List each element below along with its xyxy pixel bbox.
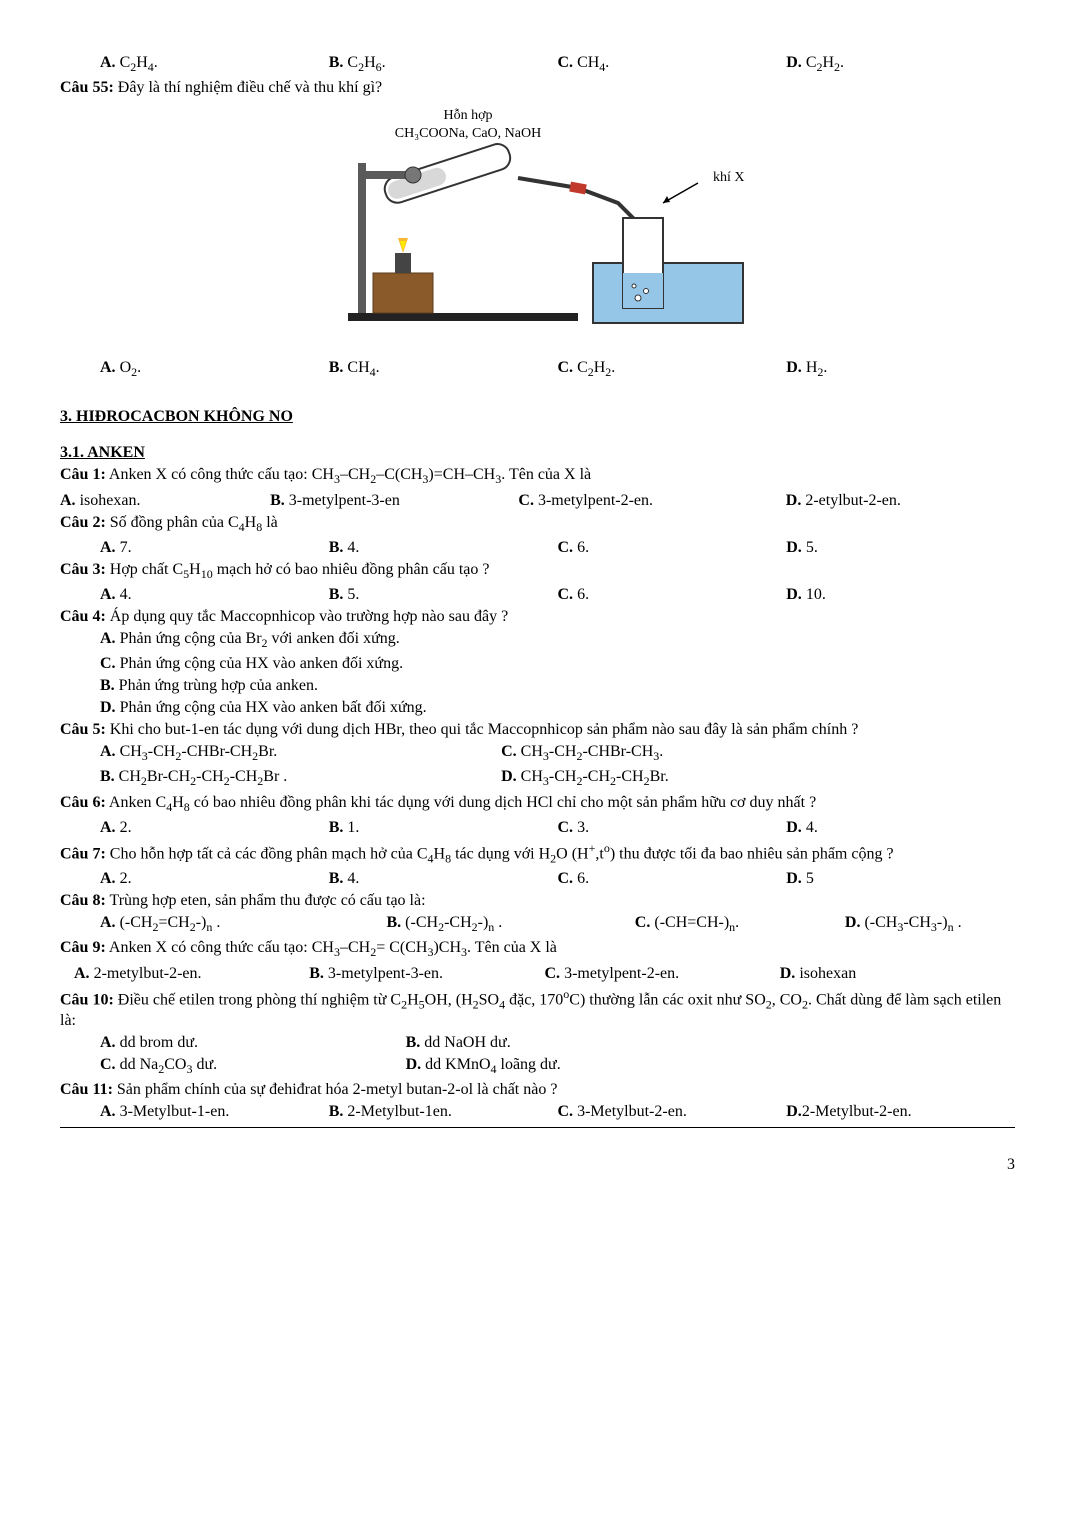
q11-opt-a: A. 3-Metylbut-1-en. (60, 1103, 329, 1121)
q3-text: Câu 3: Hợp chất C5H10 mạch hở có bao nhi… (60, 561, 1015, 582)
q3-opt-a: A. 4. (60, 586, 329, 604)
q10-opt-b: B. dd NaOH dư. (406, 1034, 1015, 1052)
q7-opt-c: C. 6. (558, 870, 787, 888)
q5-text: Câu 5: Khi cho but-1-en tác dụng với dun… (60, 721, 1015, 739)
q2-opt-c: C. 6. (558, 539, 787, 557)
q2-opt-a: A. 7. (60, 539, 329, 557)
q9-opt-c: C. 3-metylpent-2-en. (545, 965, 780, 983)
q4-opt-c: C. Phản ứng cộng của HX vào anken đối xứ… (60, 655, 1015, 673)
q8-opt-a: A. (-CH2=CH2-)n . (60, 914, 387, 935)
q4-text: Câu 4: Áp dụng quy tắc Maccopnhicop vào … (60, 608, 1015, 626)
q9-opt-b: B. 3-metylpent-3-en. (309, 965, 544, 983)
q6-options: A. 2. B. 1. C. 3. D. 4. (60, 819, 1015, 837)
q3-options: A. 4. B. 5. C. 6. D. 10. (60, 586, 1015, 604)
q1-opt-d: D. 2-etylbut-2-en. (786, 492, 1015, 510)
q11-opt-d: D.2-Metylbut-2-en. (786, 1103, 1015, 1121)
q3-opt-c: C. 6. (558, 586, 787, 604)
q9-opt-d: D. isohexan (780, 965, 1015, 983)
q7-opt-b: B. 4. (329, 870, 558, 888)
q10-opt-a: A. dd brom dư. (60, 1034, 406, 1052)
q5-opt-a: A. CH3-CH2-CHBr-CH2Br. (60, 743, 501, 764)
q7-options: A. 2. B. 4. C. 6. D. 5 (60, 870, 1015, 888)
q7-opt-d: D. 5 (786, 870, 1015, 888)
q10-row2: C. dd Na2CO3 dư. D. dd KMnO4 loãng dư. (60, 1056, 1015, 1077)
diagram-label-gas: khí X (713, 170, 745, 185)
q54-options: A. C2H4. B. C2H6. C. CH4. D. C2H2. (60, 54, 1015, 75)
section-3-title: 3. HIĐROCACBON KHÔNG NO (60, 408, 1015, 426)
q5-opt-d: D. CH3-CH2-CH2-CH2Br. (501, 768, 1015, 789)
q2-options: A. 7. B. 4. C. 6. D. 5. (60, 539, 1015, 557)
q10-row1: A. dd brom dư. B. dd NaOH dư. (60, 1034, 1015, 1052)
q2-opt-d: D. 5. (786, 539, 1015, 557)
q54-opt-b: B. C2H6. (329, 54, 558, 75)
q5-opt-c: C. CH3-CH2-CHBr-CH3. (501, 743, 1015, 764)
q1-opt-c: C. 3-metylpent-2-en. (518, 492, 785, 510)
q55-opt-c: C. C2H2. (558, 359, 787, 380)
q8-text: Câu 8: Trùng hợp eten, sản phẩm thu được… (60, 892, 1015, 910)
diagram-label-mix: CH₃COONa, CaO, NaOH (394, 126, 540, 141)
q5-row2: B. CH2Br-CH2-CH2-CH2Br . D. CH3-CH2-CH2-… (60, 768, 1015, 789)
q6-text: Câu 6: Anken C4H8 có bao nhiêu đồng phân… (60, 794, 1015, 815)
q55-options: A. O2. B. CH4. C. C2H2. D. H2. (60, 359, 1015, 380)
q1-options: A. isohexan. B. 3-metylpent-3-en C. 3-me… (60, 492, 1015, 510)
section-31-title: 3.1. ANKEN (60, 444, 1015, 462)
q6-opt-d: D. 4. (786, 819, 1015, 837)
q3-opt-d: D. 10. (786, 586, 1015, 604)
diagram-label-top: Hỗn hợp (443, 108, 492, 123)
q6-opt-b: B. 1. (329, 819, 558, 837)
q54-opt-a: A. C2H4. (60, 54, 329, 75)
q54-opt-c: C. CH4. (558, 54, 787, 75)
q4-opt-a: A. Phản ứng cộng của Br2 với anken đối x… (60, 630, 1015, 651)
q10-opt-c: C. dd Na2CO3 dư. (60, 1056, 406, 1077)
q10-opt-d: D. dd KMnO4 loãng dư. (406, 1056, 1015, 1077)
q1-opt-b: B. 3-metylpent-3-en (270, 492, 518, 510)
q9-opt-a: A. 2-metylbut-2-en. (74, 965, 309, 983)
q2-text: Câu 2: Số đồng phân của C4H8 là (60, 514, 1015, 535)
q55-opt-a: A. O2. (60, 359, 329, 380)
q4-opt-b: B. Phản ứng trùng hợp của anken. (60, 677, 1015, 695)
q8-opt-b: B. (-CH2-CH2-)n . (387, 914, 635, 935)
q6-opt-c: C. 3. (558, 819, 787, 837)
q55-opt-b: B. CH4. (329, 359, 558, 380)
q55-opt-d: D. H2. (786, 359, 1015, 380)
q11-text: Câu 11: Sản phẩm chính của sự đehiđrat h… (60, 1081, 1015, 1099)
q6-opt-a: A. 2. (60, 819, 329, 837)
q8-options: A. (-CH2=CH2-)n . B. (-CH2-CH2-)n . C. (… (60, 914, 1015, 935)
q9-text: Câu 9: Anken X có công thức cấu tạo: CH3… (60, 939, 1015, 960)
q55-text: Câu 55: Đây là thí nghiệm điều chế và th… (60, 79, 1015, 97)
q9-options: A. 2-metylbut-2-en. B. 3-metylpent-3-en.… (60, 965, 1015, 983)
q8-opt-d: D. (-CH3-CH3-)n . (845, 914, 1015, 935)
q54-opt-d: D. C2H2. (786, 54, 1015, 75)
q8-opt-c: C. (-CH=CH-)n. (635, 914, 845, 935)
q1-opt-a: A. isohexan. (60, 492, 270, 510)
page-number: 3 (60, 1156, 1015, 1174)
q11-options: A. 3-Metylbut-1-en. B. 2-Metylbut-1en. C… (60, 1103, 1015, 1121)
q7-text: Câu 7: Cho hỗn hợp tất cả các đồng phân … (60, 841, 1015, 867)
q4-opt-d: D. Phản ứng cộng của HX vào anken bất đố… (60, 699, 1015, 717)
q5-opt-b: B. CH2Br-CH2-CH2-CH2Br . (60, 768, 501, 789)
footer-divider (60, 1127, 1015, 1128)
q5-row1: A. CH3-CH2-CHBr-CH2Br. C. CH3-CH2-CHBr-C… (60, 743, 1015, 764)
q3-opt-b: B. 5. (329, 586, 558, 604)
q11-opt-b: B. 2-Metylbut-1en. (329, 1103, 558, 1121)
q7-opt-a: A. 2. (60, 870, 329, 888)
q11-opt-c: C. 3-Metylbut-2-en. (558, 1103, 787, 1121)
q10-text: Câu 10: Điều chế etilen trong phòng thí … (60, 987, 1015, 1031)
q1-text: Câu 1: Anken X có công thức cấu tạo: CH3… (60, 466, 1015, 487)
q55-diagram: Hỗn hợp CH₃COONa, CaO, NaOH (60, 103, 1015, 353)
q2-opt-b: B. 4. (329, 539, 558, 557)
